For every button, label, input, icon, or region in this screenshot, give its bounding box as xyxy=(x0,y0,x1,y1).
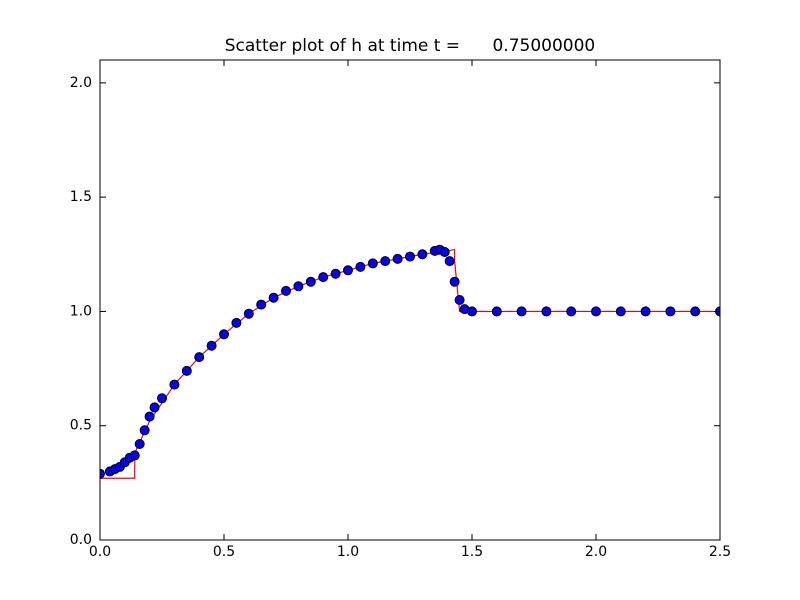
scatter-point xyxy=(690,306,701,317)
scatter-point xyxy=(640,306,651,317)
scatter-point xyxy=(194,352,205,363)
scatter-point xyxy=(405,251,415,262)
x-tick-label: 2.0 xyxy=(585,544,607,560)
scatter-point xyxy=(355,261,366,272)
scatter-point xyxy=(516,306,527,317)
scatter-point xyxy=(293,281,304,292)
scatter-point xyxy=(566,306,577,317)
scatter-point xyxy=(591,306,601,317)
scatter-point xyxy=(330,268,341,279)
scatter-point xyxy=(467,306,477,317)
scatter-point xyxy=(615,306,626,317)
y-tick-label: 1.0 xyxy=(70,303,92,319)
scatter-point xyxy=(281,285,291,296)
scatter-point xyxy=(181,365,192,376)
x-tick-label: 2.5 xyxy=(709,544,731,560)
y-tick-label: 0.5 xyxy=(70,418,92,434)
scatter-point xyxy=(100,468,105,479)
x-tick-label: 0.5 xyxy=(213,544,235,560)
scatter-point xyxy=(256,299,267,310)
scatter-point xyxy=(380,256,391,267)
x-tick-label: 0.0 xyxy=(89,544,111,560)
y-tick-label: 1.5 xyxy=(70,189,92,205)
scatter-point xyxy=(305,276,316,287)
scatter-point xyxy=(149,402,160,413)
scatter-point xyxy=(231,317,242,328)
scatter-point xyxy=(318,272,329,283)
scatter-point xyxy=(157,393,167,404)
scatter-point xyxy=(206,340,217,351)
plot-area xyxy=(100,244,720,479)
scatter-point xyxy=(144,411,155,422)
y-tick-label: 0.0 xyxy=(70,532,92,548)
scatter-point xyxy=(491,306,502,317)
scatter-point xyxy=(169,379,180,390)
scatter-point xyxy=(243,308,254,319)
scatter-point xyxy=(439,247,450,257)
plot-frame xyxy=(99,59,721,541)
x-tick-label: 1.5 xyxy=(461,544,483,560)
scatter-point xyxy=(343,265,353,276)
scatter-point xyxy=(134,439,145,449)
scatter-point xyxy=(665,306,676,317)
scatter-point xyxy=(268,292,279,303)
scatter-point xyxy=(449,276,460,287)
scatter-point xyxy=(541,306,552,317)
scatter-point xyxy=(454,295,465,305)
scatter-point xyxy=(139,425,150,436)
y-tick-label: 2.0 xyxy=(70,75,92,91)
scatter-point xyxy=(129,450,140,461)
scatter-point xyxy=(444,256,455,267)
scatter-point xyxy=(219,329,229,340)
chart-title: Scatter plot of h at time t = 0.75000000 xyxy=(225,36,595,56)
scatter-point xyxy=(417,249,428,260)
scatter-point xyxy=(367,258,378,269)
x-tick-label: 1.0 xyxy=(337,544,359,560)
scatter-point xyxy=(392,253,403,264)
